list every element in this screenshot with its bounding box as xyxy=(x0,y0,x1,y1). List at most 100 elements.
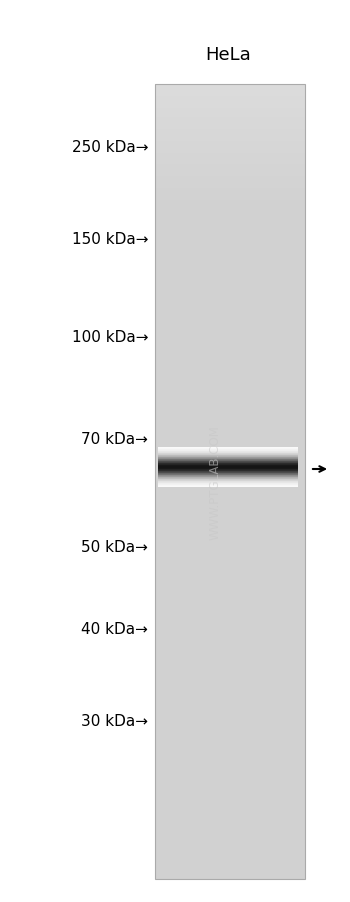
Bar xyxy=(155,184,305,189)
Bar xyxy=(155,85,305,89)
Bar xyxy=(155,569,305,574)
Bar xyxy=(155,752,305,757)
Bar xyxy=(155,807,305,812)
Bar xyxy=(155,136,305,141)
Bar xyxy=(158,457,298,458)
Bar xyxy=(155,541,305,546)
Text: 100 kDa→: 100 kDa→ xyxy=(71,330,148,345)
Bar xyxy=(158,471,298,472)
Bar xyxy=(155,430,305,435)
Bar xyxy=(158,477,298,478)
Bar xyxy=(155,161,305,165)
Bar xyxy=(155,693,305,697)
Text: 50 kDa→: 50 kDa→ xyxy=(81,540,148,555)
Bar xyxy=(158,476,298,477)
Bar xyxy=(158,482,298,483)
Bar xyxy=(155,295,305,299)
Bar xyxy=(155,339,305,344)
Bar xyxy=(155,673,305,677)
Bar xyxy=(158,459,298,460)
Bar xyxy=(155,458,305,463)
Bar xyxy=(155,442,305,446)
Bar xyxy=(155,455,305,458)
Bar xyxy=(155,371,305,375)
Bar xyxy=(155,220,305,225)
Bar xyxy=(158,473,298,474)
Bar xyxy=(155,815,305,820)
Bar xyxy=(155,410,305,415)
Bar xyxy=(155,855,305,860)
Bar xyxy=(155,394,305,399)
Bar xyxy=(155,327,305,332)
Bar xyxy=(155,732,305,737)
Bar xyxy=(158,486,298,487)
Bar xyxy=(155,557,305,562)
Bar xyxy=(155,169,305,171)
Bar xyxy=(155,696,305,701)
Bar xyxy=(155,668,305,673)
Bar xyxy=(155,597,305,602)
Bar xyxy=(155,450,305,455)
Bar xyxy=(155,494,305,498)
Bar xyxy=(155,116,305,121)
Bar xyxy=(155,152,305,157)
Bar xyxy=(155,561,305,566)
Bar xyxy=(155,843,305,848)
Bar xyxy=(155,784,305,788)
Bar xyxy=(155,347,305,352)
Bar xyxy=(155,819,305,824)
Bar xyxy=(155,435,305,438)
Bar xyxy=(155,585,305,590)
Bar xyxy=(155,867,305,871)
Bar xyxy=(155,633,305,638)
Bar xyxy=(155,700,305,704)
Text: 70 kDa→: 70 kDa→ xyxy=(81,432,148,447)
Bar xyxy=(155,744,305,749)
Bar xyxy=(155,195,305,198)
Bar xyxy=(158,450,298,451)
Bar xyxy=(158,461,298,462)
Bar xyxy=(155,407,305,411)
Bar xyxy=(155,91,305,95)
Bar xyxy=(155,688,305,693)
Bar xyxy=(155,374,305,379)
Bar xyxy=(155,367,305,372)
Bar xyxy=(155,117,305,121)
Bar xyxy=(155,768,305,772)
Bar xyxy=(155,359,305,364)
Bar xyxy=(158,465,298,466)
Bar xyxy=(155,832,305,836)
Bar xyxy=(155,133,305,137)
Bar xyxy=(158,453,298,454)
Bar xyxy=(155,141,305,145)
Bar xyxy=(158,481,298,482)
Bar xyxy=(155,142,305,145)
Bar xyxy=(158,454,298,455)
Bar xyxy=(158,470,298,471)
Bar xyxy=(155,113,305,117)
Bar xyxy=(155,577,305,582)
Bar xyxy=(155,704,305,709)
Bar xyxy=(155,228,305,233)
Bar xyxy=(155,323,305,327)
Bar xyxy=(155,427,305,431)
Bar xyxy=(155,172,305,177)
Bar xyxy=(155,133,305,136)
Bar xyxy=(155,204,305,208)
Bar xyxy=(158,476,298,477)
Bar xyxy=(155,581,305,585)
Bar xyxy=(155,414,305,419)
Bar xyxy=(155,103,305,106)
Bar xyxy=(155,248,305,253)
Bar xyxy=(155,546,305,550)
Bar xyxy=(158,456,298,457)
Bar xyxy=(155,303,305,308)
Bar xyxy=(158,463,298,465)
Bar xyxy=(155,109,305,113)
Bar xyxy=(155,129,305,133)
Bar xyxy=(158,464,298,465)
Bar xyxy=(158,463,298,464)
Bar xyxy=(155,335,305,339)
Bar xyxy=(155,629,305,633)
Bar xyxy=(155,716,305,721)
